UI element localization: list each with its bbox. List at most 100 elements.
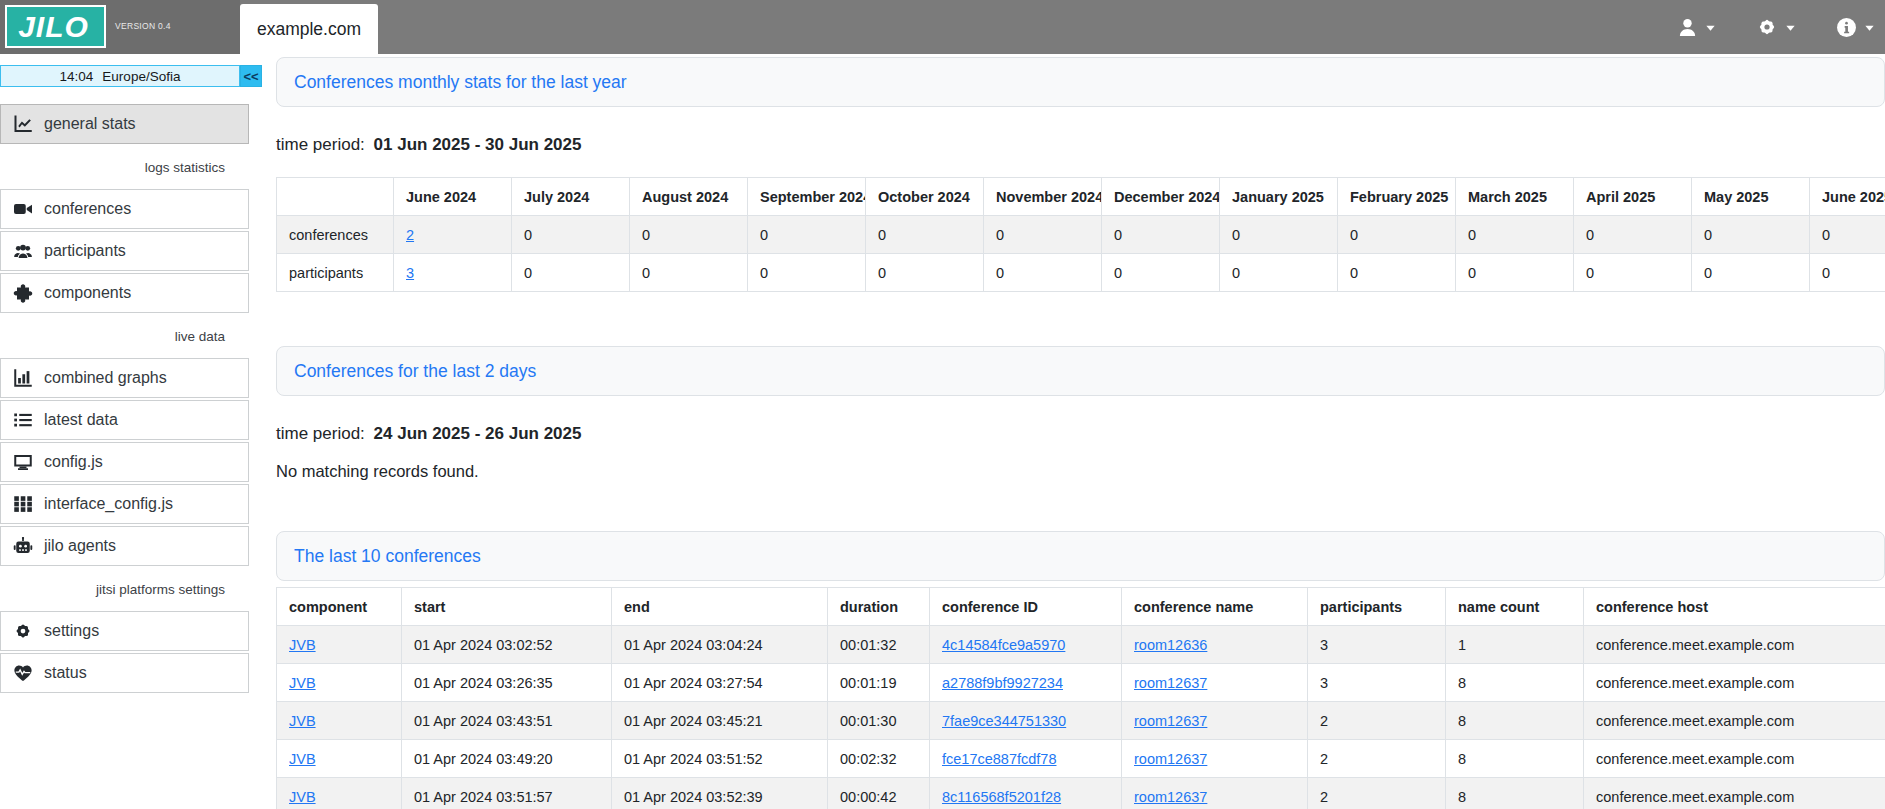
component-link[interactable]: JVB xyxy=(289,675,316,691)
time-period-label: time period: xyxy=(276,424,365,443)
users-icon xyxy=(13,241,33,261)
conference-name-link[interactable]: room12637 xyxy=(1134,751,1207,767)
cell-name-count: 8 xyxy=(1446,740,1584,778)
tab-example-com[interactable]: example.com xyxy=(240,4,378,54)
version-label: VERSION 0.4 xyxy=(115,21,171,31)
user-menu-button[interactable] xyxy=(1677,17,1716,38)
component-link[interactable]: JVB xyxy=(289,751,316,767)
sidebar-item-components[interactable]: components xyxy=(0,273,249,313)
conference-id-link[interactable]: 8c116568f5201f28 xyxy=(942,789,1061,805)
monthly-value-cell: 0 xyxy=(1692,216,1810,254)
monthly-value-cell: 0 xyxy=(1338,254,1456,292)
monthly-value-cell: 0 xyxy=(1220,254,1338,292)
monthly-column-header: October 2024 xyxy=(866,178,984,216)
cell-duration: 00:00:42 xyxy=(828,778,930,809)
cell-duration: 00:02:32 xyxy=(828,740,930,778)
conference-name-link[interactable]: room12637 xyxy=(1134,789,1207,805)
monthly-value-cell: 0 xyxy=(748,254,866,292)
conference-id-link[interactable]: 7fae9ce344751330 xyxy=(942,713,1066,729)
conference-id-link[interactable]: fce17ce887fcdf78 xyxy=(942,751,1056,767)
sidebar-item-label: participants xyxy=(44,242,126,260)
monthly-value-cell: 0 xyxy=(1810,216,1885,254)
sidebar-item-participants[interactable]: participants xyxy=(0,231,249,271)
last10-column-header-component: component xyxy=(277,588,402,626)
last10-column-header-conference-name: conference name xyxy=(1122,588,1308,626)
component-link[interactable]: JVB xyxy=(289,789,316,805)
sidebar-item-general-stats[interactable]: general stats xyxy=(0,104,249,144)
conference-name-link[interactable]: room12637 xyxy=(1134,713,1207,729)
monthly-value-cell: 0 xyxy=(512,254,630,292)
cell-conference-name: room12637 xyxy=(1122,778,1308,809)
timebar: 14:04 Europe/Sofia << xyxy=(0,65,262,87)
sidebar-item-latest-data[interactable]: latest data xyxy=(0,400,249,440)
last2days-title: Conferences for the last 2 days xyxy=(294,361,536,382)
caret-down-icon xyxy=(1705,22,1716,33)
sidebar-item-label: combined graphs xyxy=(44,369,167,387)
cell-conference-host: conference.meet.example.com xyxy=(1584,740,1885,778)
sidebar-item-combined-graphs[interactable]: combined graphs xyxy=(0,358,249,398)
monthly-conferences-link[interactable]: 2 xyxy=(406,227,414,243)
monthly-column-header: April 2025 xyxy=(1574,178,1692,216)
sidebar-section-label: live data xyxy=(0,315,249,358)
cell-component: JVB xyxy=(277,664,402,702)
cell-end: 01 Apr 2024 03:51:52 xyxy=(612,740,828,778)
settings-menu-button[interactable] xyxy=(1756,16,1796,38)
gear-icon xyxy=(1756,16,1778,38)
cell-end: 01 Apr 2024 03:45:21 xyxy=(612,702,828,740)
cell-conference-id: 4c14584fce9a5970 xyxy=(930,626,1122,664)
sidebar-section-label: logs statistics xyxy=(0,146,249,189)
logo-text: JILO xyxy=(18,10,93,44)
cell-participants: 2 xyxy=(1308,702,1446,740)
main-content: Conferences monthly stats for the last y… xyxy=(276,54,1885,809)
heart-pulse-icon xyxy=(13,663,33,683)
cell-component: JVB xyxy=(277,702,402,740)
time-period-value: 24 Jun 2025 - 26 Jun 2025 xyxy=(374,424,582,443)
monthly-column-header: March 2025 xyxy=(1456,178,1574,216)
sidebar-collapse-button[interactable]: << xyxy=(240,65,262,87)
grid-cells-icon xyxy=(13,494,33,514)
conference-name-link[interactable]: room12636 xyxy=(1134,637,1207,653)
sidebar-item-settings[interactable]: settings xyxy=(0,611,249,651)
cell-start: 01 Apr 2024 03:49:20 xyxy=(402,740,612,778)
cell-start: 01 Apr 2024 03:02:52 xyxy=(402,626,612,664)
conference-id-link[interactable]: a2788f9bf9927234 xyxy=(942,675,1063,691)
desktop-icon xyxy=(13,452,33,472)
monthly-column-header: July 2024 xyxy=(512,178,630,216)
cell-duration: 00:01:30 xyxy=(828,702,930,740)
cell-end: 01 Apr 2024 03:04:24 xyxy=(612,626,828,664)
monthly-column-header: December 2024 xyxy=(1102,178,1220,216)
cell-end: 01 Apr 2024 03:52:39 xyxy=(612,778,828,809)
sidebar: 14:04 Europe/Sofia << general statslogs … xyxy=(0,54,262,809)
info-menu-button[interactable] xyxy=(1836,17,1875,38)
cell-participants: 3 xyxy=(1308,626,1446,664)
chart-column-icon xyxy=(13,368,33,388)
monthly-column-header: January 2025 xyxy=(1220,178,1338,216)
sidebar-item-conferences[interactable]: conferences xyxy=(0,189,249,229)
time-period-label: time period: xyxy=(276,135,365,154)
sidebar-item-interface-config-js[interactable]: interface_config.js xyxy=(0,484,249,524)
monthly-value-cell: 0 xyxy=(630,216,748,254)
sidebar-item-label: interface_config.js xyxy=(44,495,173,513)
cell-duration: 00:01:19 xyxy=(828,664,930,702)
table-row: JVB 01 Apr 2024 03:51:5701 Apr 2024 03:52… xyxy=(277,778,1885,809)
cell-start: 01 Apr 2024 03:51:57 xyxy=(402,778,612,809)
conference-id-link[interactable]: 4c14584fce9a5970 xyxy=(942,637,1065,653)
sidebar-item-label: conferences xyxy=(44,200,131,218)
conference-name-link[interactable]: room12637 xyxy=(1134,675,1207,691)
time-period-value: 01 Jun 2025 - 30 Jun 2025 xyxy=(374,135,582,154)
component-link[interactable]: JVB xyxy=(289,637,316,653)
sidebar-item-config-js[interactable]: config.js xyxy=(0,442,249,482)
last10-column-header-end: end xyxy=(612,588,828,626)
component-link[interactable]: JVB xyxy=(289,713,316,729)
cell-conference-name: room12637 xyxy=(1122,740,1308,778)
table-row: conferences2000000000000 xyxy=(277,216,1885,254)
cell-conference-host: conference.meet.example.com xyxy=(1584,626,1885,664)
sidebar-item-status[interactable]: status xyxy=(0,653,249,693)
cell-participants: 2 xyxy=(1308,740,1446,778)
monthly-participants-link[interactable]: 3 xyxy=(406,265,414,281)
sidebar-item-jilo-agents[interactable]: jilo agents xyxy=(0,526,249,566)
logo-zone: JILO VERSION 0.4 xyxy=(0,0,240,54)
cell-name-count: 1 xyxy=(1446,626,1584,664)
cell-conference-name: room12636 xyxy=(1122,626,1308,664)
last10-conferences-table: componentstartenddurationconference IDco… xyxy=(276,587,1885,809)
